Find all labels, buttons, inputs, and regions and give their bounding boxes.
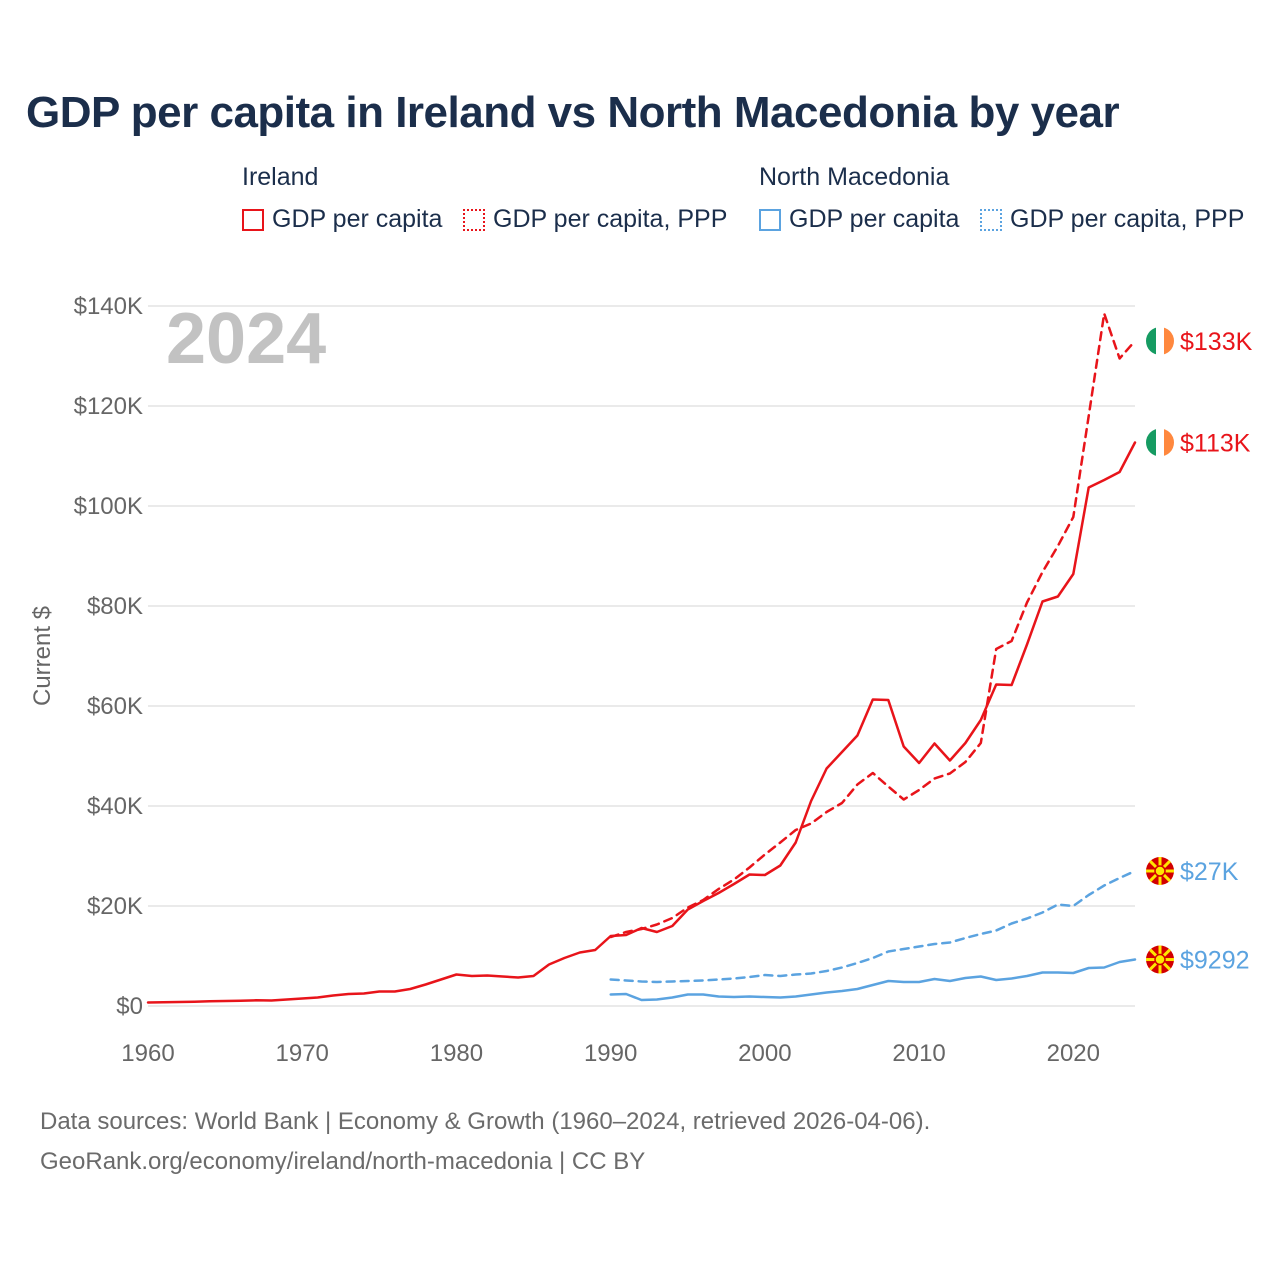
year-watermark: 2024 — [166, 299, 326, 379]
x-tick-label: 2000 — [738, 1040, 791, 1067]
legend-swatch-solid-red — [242, 208, 264, 231]
legend-item-ireland-gdp[interactable]: GDP per capita — [242, 205, 442, 234]
ireland-flag-icon — [1146, 327, 1174, 355]
series-end-markers: $113K $133K $9292 $27K — [1146, 327, 1253, 975]
y-tick-label: $40K — [87, 793, 143, 820]
north-macedonia-flag-icon — [1146, 857, 1174, 885]
series-end-label: $113K — [1180, 430, 1251, 458]
y-tick-label: $0 — [116, 993, 143, 1020]
y-tick-label: $20K — [87, 893, 143, 920]
legend-north-macedonia-title: North Macedonia — [759, 163, 950, 191]
y-tick-label: $120K — [74, 393, 143, 420]
y-tick-label: $80K — [87, 593, 143, 620]
series-end-label: $9292 — [1180, 947, 1250, 975]
legend-swatch-dotted-blue — [980, 208, 1002, 231]
series-line-ireland-gdp-per-capita-ppp[interactable] — [609, 312, 1137, 939]
x-tick-label: 1980 — [430, 1040, 483, 1067]
series-lines — [146, 312, 1137, 1004]
x-tick-label: 2010 — [892, 1040, 945, 1067]
x-tick-label: 1990 — [584, 1040, 637, 1067]
x-tick-label: 1960 — [121, 1040, 174, 1067]
chart-title: GDP per capita in Ireland vs North Maced… — [26, 88, 1120, 137]
legend-label: GDP per capita — [789, 205, 960, 233]
footer-attribution: GeoRank.org/economy/ireland/north-macedo… — [40, 1148, 646, 1175]
footer-sources: Data sources: World Bank | Economy & Gro… — [40, 1108, 931, 1135]
legend-label: GDP per capita — [272, 205, 443, 233]
y-tick-label: $100K — [74, 493, 143, 520]
y-axis-ticks: $0 $20K $40K $60K $80K $100K $120K $140K — [74, 293, 143, 1020]
legend-label: GDP per capita, PPP — [1010, 205, 1245, 233]
y-tick-label: $60K — [87, 693, 143, 720]
grid-lines — [148, 305, 1135, 1007]
legend-item-nm-ppp[interactable]: GDP per capita, PPP — [980, 205, 1244, 234]
legend-item-ireland-ppp[interactable]: GDP per capita, PPP — [463, 205, 727, 234]
legend-label: GDP per capita, PPP — [493, 205, 728, 233]
ireland-flag-icon — [1146, 428, 1174, 457]
legend-ireland-title: Ireland — [242, 163, 319, 191]
x-tick-label: 1970 — [276, 1040, 329, 1067]
legend-swatch-dotted-red — [463, 208, 485, 231]
legend-item-nm-gdp[interactable]: GDP per capita — [759, 205, 959, 234]
x-tick-label: 2020 — [1047, 1040, 1100, 1067]
legend-swatch-solid-blue — [759, 208, 781, 231]
series-end-label: $27K — [1180, 858, 1239, 886]
series-line-north-macedonia-gdp-per-capita[interactable] — [609, 958, 1137, 1002]
y-tick-label: $140K — [74, 293, 143, 320]
series-line-north-macedonia-gdp-per-capita-ppp[interactable] — [609, 869, 1137, 984]
series-line-ireland-gdp-per-capita[interactable] — [146, 441, 1137, 1004]
series-end-label: $133K — [1180, 328, 1253, 356]
y-axis-title: Current $ — [29, 606, 56, 706]
north-macedonia-flag-icon — [1146, 945, 1174, 974]
x-axis-ticks: 1960 1970 1980 1990 2000 2010 2020 — [121, 1040, 1100, 1067]
